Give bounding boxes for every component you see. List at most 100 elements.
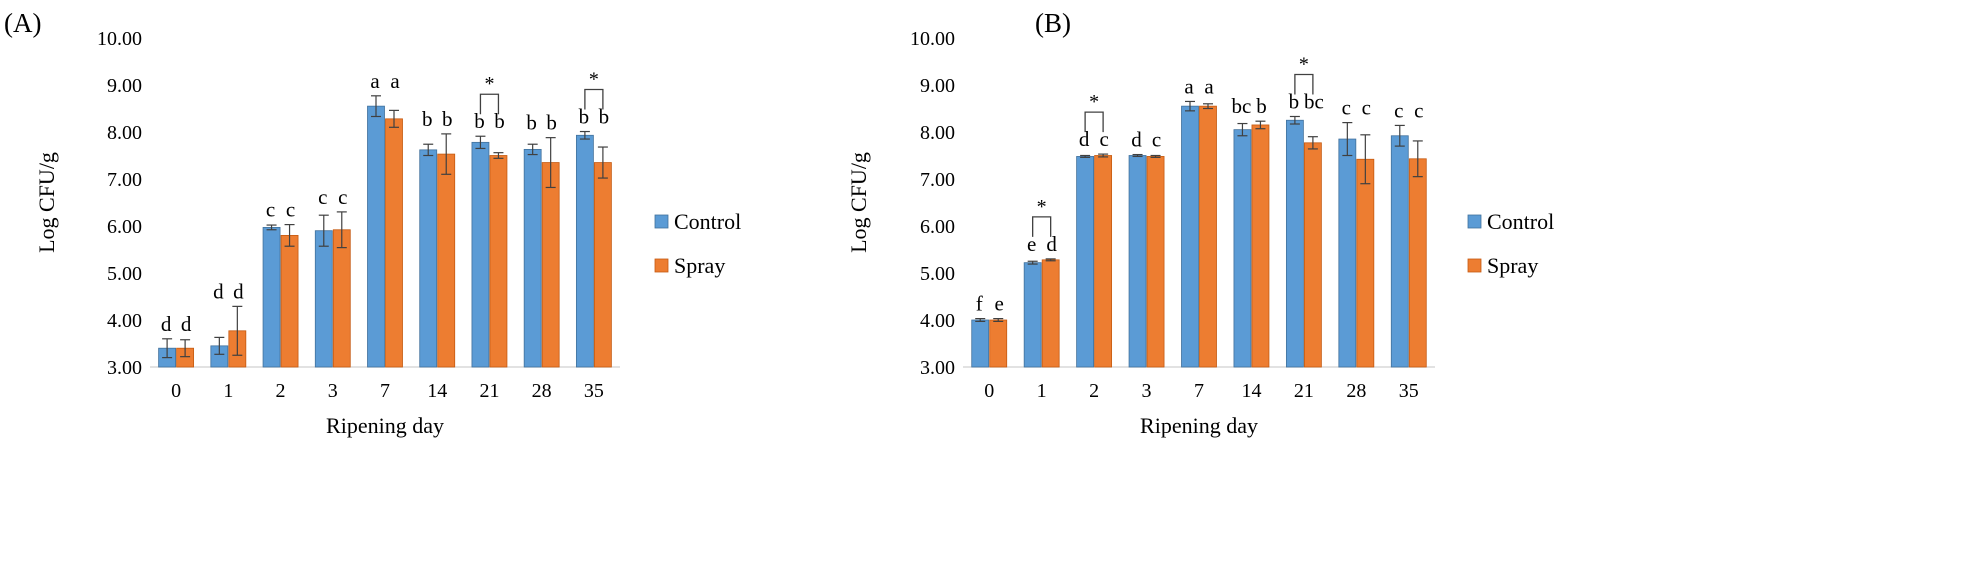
legend-swatch-spray bbox=[1467, 258, 1482, 273]
significance-bracket bbox=[584, 88, 604, 110]
significance-letter: e bbox=[995, 292, 1004, 316]
bar-control bbox=[419, 149, 438, 368]
bar-control bbox=[1338, 138, 1357, 368]
significance-letter: bc bbox=[1232, 94, 1252, 118]
significance-asterisk: * bbox=[1299, 53, 1309, 75]
panel-label: (B) bbox=[1035, 8, 1071, 38]
significance-bracket bbox=[1032, 216, 1052, 237]
significance-letter: d bbox=[213, 279, 224, 303]
y-axis-label: Log CFU/g bbox=[34, 152, 59, 253]
bar-spray bbox=[332, 229, 351, 368]
significance-letter: b bbox=[494, 109, 505, 133]
x-tick-label: 21 bbox=[479, 380, 499, 402]
bar-control bbox=[1181, 105, 1199, 368]
significance-letter: a bbox=[370, 69, 380, 93]
bar-spray bbox=[1251, 124, 1270, 368]
legend-label: Control bbox=[1487, 209, 1554, 234]
significance-letter: d bbox=[1046, 232, 1057, 256]
significance-letter: e bbox=[1027, 232, 1036, 256]
y-tick-label: 6.00 bbox=[920, 216, 955, 238]
legend-label: Control bbox=[674, 209, 741, 234]
x-tick-label: 21 bbox=[1294, 380, 1314, 402]
significance-letter: b bbox=[442, 107, 453, 131]
significance-asterisk: * bbox=[1089, 91, 1099, 113]
bar-spray bbox=[541, 162, 560, 368]
x-tick-label: 28 bbox=[1346, 380, 1366, 402]
significance-letter: d bbox=[1079, 127, 1090, 151]
significance-asterisk: * bbox=[484, 73, 494, 95]
y-tick-label: 3.00 bbox=[920, 357, 955, 379]
significance-letter: d bbox=[161, 312, 172, 336]
significance-letter: b bbox=[599, 105, 610, 129]
y-tick-label: 8.00 bbox=[920, 122, 955, 144]
significance-bracket bbox=[1084, 111, 1104, 133]
significance-bracket bbox=[1294, 73, 1314, 95]
y-tick-label: 5.00 bbox=[107, 263, 142, 285]
significance-letter: c bbox=[1414, 98, 1423, 122]
bar-control bbox=[262, 227, 281, 368]
significance-letter: c bbox=[1342, 96, 1351, 120]
significance-letter: a bbox=[1204, 74, 1214, 98]
significance-bracket bbox=[479, 93, 500, 115]
y-tick-label: 7.00 bbox=[920, 169, 955, 191]
bar-control bbox=[575, 134, 594, 368]
x-tick-label: 28 bbox=[532, 380, 552, 402]
significance-letter: b bbox=[1289, 89, 1300, 113]
y-tick-label: 9.00 bbox=[107, 75, 142, 97]
bar-control bbox=[367, 105, 385, 368]
significance-letter: bc bbox=[1304, 89, 1324, 113]
bar-spray bbox=[1303, 142, 1322, 368]
y-tick-label: 6.00 bbox=[107, 216, 142, 238]
y-tick-label: 4.00 bbox=[920, 310, 955, 332]
y-tick-label: 5.00 bbox=[920, 263, 955, 285]
y-axis-label: Log CFU/g bbox=[846, 152, 871, 253]
x-tick-label: 1 bbox=[223, 380, 233, 402]
bar-spray bbox=[593, 162, 612, 368]
legend-swatch-control bbox=[1467, 214, 1482, 229]
chart-panel-b: (B) 3.00 4.00 5.00 6.00 7.00 8.00 9.00 10.00 Log … bbox=[846, 8, 1554, 438]
y-tick-label: 10.00 bbox=[910, 28, 955, 50]
significance-letter: b bbox=[1256, 94, 1267, 118]
significance-letter: c bbox=[1099, 127, 1108, 151]
legend-label: Spray bbox=[674, 253, 725, 278]
x-tick-label: 14 bbox=[1241, 380, 1261, 402]
y-tick-label: 4.00 bbox=[107, 310, 142, 332]
x-tick-label: 0 bbox=[984, 380, 994, 402]
significance-letter: a bbox=[1184, 74, 1194, 98]
x-tick-label: 3 bbox=[328, 380, 338, 402]
significance-letter: c bbox=[1152, 128, 1161, 152]
y-tick-label: 7.00 bbox=[107, 169, 142, 191]
significance-letter: c bbox=[1394, 98, 1403, 122]
x-tick-label: 14 bbox=[427, 380, 447, 402]
significance-letter: c bbox=[286, 198, 295, 222]
bar-spray bbox=[437, 153, 456, 368]
bar-control bbox=[523, 148, 542, 368]
bar-control bbox=[1076, 156, 1095, 368]
y-tick-label: 10.00 bbox=[97, 28, 142, 50]
x-tick-label: 0 bbox=[171, 380, 181, 402]
bar-control bbox=[1023, 262, 1042, 368]
x-tick-label: 3 bbox=[1142, 380, 1152, 402]
bar-spray bbox=[1146, 156, 1165, 368]
x-tick-label: 7 bbox=[380, 380, 390, 402]
x-axis-label: Ripening day bbox=[326, 413, 444, 438]
significance-letter: c bbox=[338, 185, 347, 209]
x-tick-label: 2 bbox=[276, 380, 286, 402]
significance-letter: f bbox=[976, 292, 983, 316]
legend-label: Spray bbox=[1487, 253, 1538, 278]
bar-control bbox=[1390, 135, 1409, 368]
bar-spray bbox=[989, 319, 1008, 368]
significance-letter: d bbox=[1131, 128, 1142, 152]
significance-letter: b bbox=[474, 109, 485, 133]
bar-spray bbox=[1041, 259, 1060, 368]
x-tick-label: 35 bbox=[1399, 380, 1419, 402]
x-tick-label: 35 bbox=[584, 380, 604, 402]
bar-control bbox=[1233, 129, 1252, 368]
significance-asterisk: * bbox=[589, 69, 599, 91]
bar-spray bbox=[1408, 158, 1427, 368]
significance-letter: d bbox=[181, 312, 192, 336]
significance-letter: b bbox=[526, 111, 537, 135]
panel-label: (A) bbox=[4, 8, 41, 38]
